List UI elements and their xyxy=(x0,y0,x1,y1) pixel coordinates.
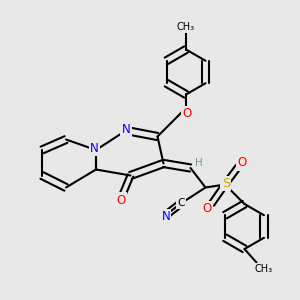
Text: O: O xyxy=(182,107,191,120)
Text: H: H xyxy=(195,158,203,168)
Text: N: N xyxy=(122,122,130,136)
Text: S: S xyxy=(222,177,230,190)
Text: N: N xyxy=(90,142,99,155)
Text: O: O xyxy=(238,156,247,170)
Text: CH₃: CH₃ xyxy=(255,263,273,274)
Text: C: C xyxy=(177,198,184,208)
Text: N: N xyxy=(161,210,170,223)
Text: O: O xyxy=(117,194,126,207)
Text: CH₃: CH₃ xyxy=(177,22,195,32)
Text: O: O xyxy=(202,202,211,215)
